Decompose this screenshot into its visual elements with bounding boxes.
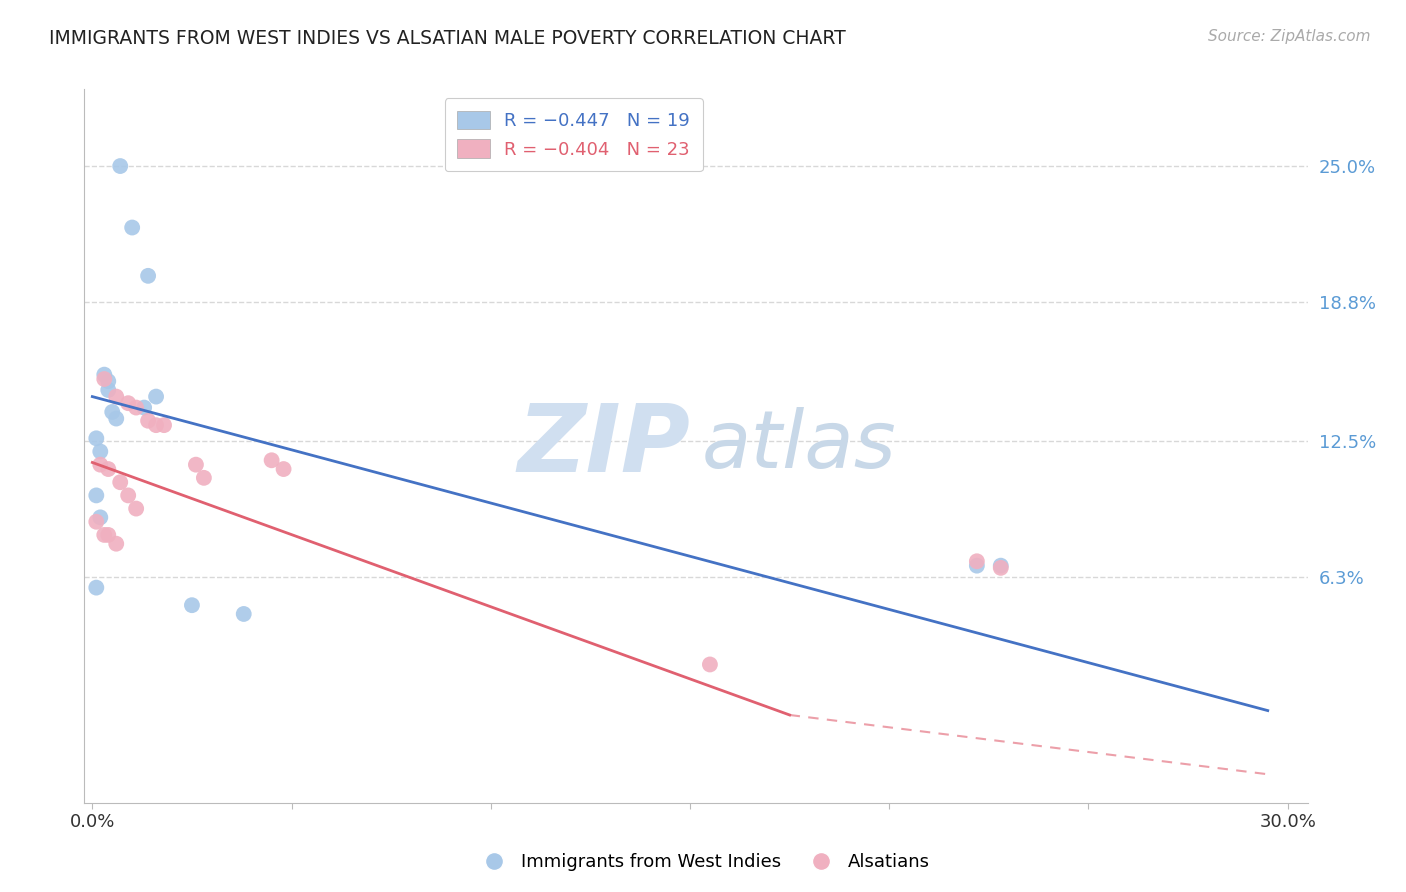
Point xyxy=(260,453,283,467)
Point xyxy=(136,414,159,428)
Point xyxy=(97,374,120,388)
Point xyxy=(86,431,108,445)
Point xyxy=(121,220,143,235)
Legend: R = −0.447   N = 19, R = −0.404   N = 23: R = −0.447 N = 19, R = −0.404 N = 23 xyxy=(444,98,703,171)
Point xyxy=(110,475,132,490)
Point xyxy=(966,554,988,568)
Point xyxy=(153,418,176,433)
Point xyxy=(117,396,139,410)
Point xyxy=(89,444,111,458)
Text: ZIP: ZIP xyxy=(517,400,690,492)
Text: IMMIGRANTS FROM WEST INDIES VS ALSATIAN MALE POVERTY CORRELATION CHART: IMMIGRANTS FROM WEST INDIES VS ALSATIAN … xyxy=(49,29,846,47)
Point xyxy=(232,607,254,621)
Point xyxy=(105,537,128,551)
Point xyxy=(86,488,108,502)
Point xyxy=(990,561,1012,575)
Point xyxy=(145,418,167,433)
Point xyxy=(181,598,204,612)
Point xyxy=(110,159,132,173)
Text: Source: ZipAtlas.com: Source: ZipAtlas.com xyxy=(1208,29,1371,44)
Point xyxy=(86,515,108,529)
Point xyxy=(699,657,721,672)
Point xyxy=(136,268,159,283)
Point xyxy=(93,528,115,542)
Point xyxy=(193,471,215,485)
Point xyxy=(184,458,207,472)
Point xyxy=(134,401,156,415)
Point xyxy=(273,462,295,476)
Point xyxy=(145,390,167,404)
Point xyxy=(93,372,115,386)
Point xyxy=(117,488,139,502)
Point xyxy=(89,510,111,524)
Point xyxy=(97,528,120,542)
Point xyxy=(990,558,1012,573)
Text: atlas: atlas xyxy=(702,407,897,485)
Point xyxy=(105,411,128,425)
Point xyxy=(101,405,124,419)
Point xyxy=(125,401,148,415)
Point xyxy=(86,581,108,595)
Point xyxy=(966,558,988,573)
Point xyxy=(97,462,120,476)
Legend: Immigrants from West Indies, Alsatians: Immigrants from West Indies, Alsatians xyxy=(468,847,938,879)
Point xyxy=(89,458,111,472)
Point xyxy=(125,501,148,516)
Point xyxy=(97,383,120,397)
Point xyxy=(93,368,115,382)
Point xyxy=(105,390,128,404)
